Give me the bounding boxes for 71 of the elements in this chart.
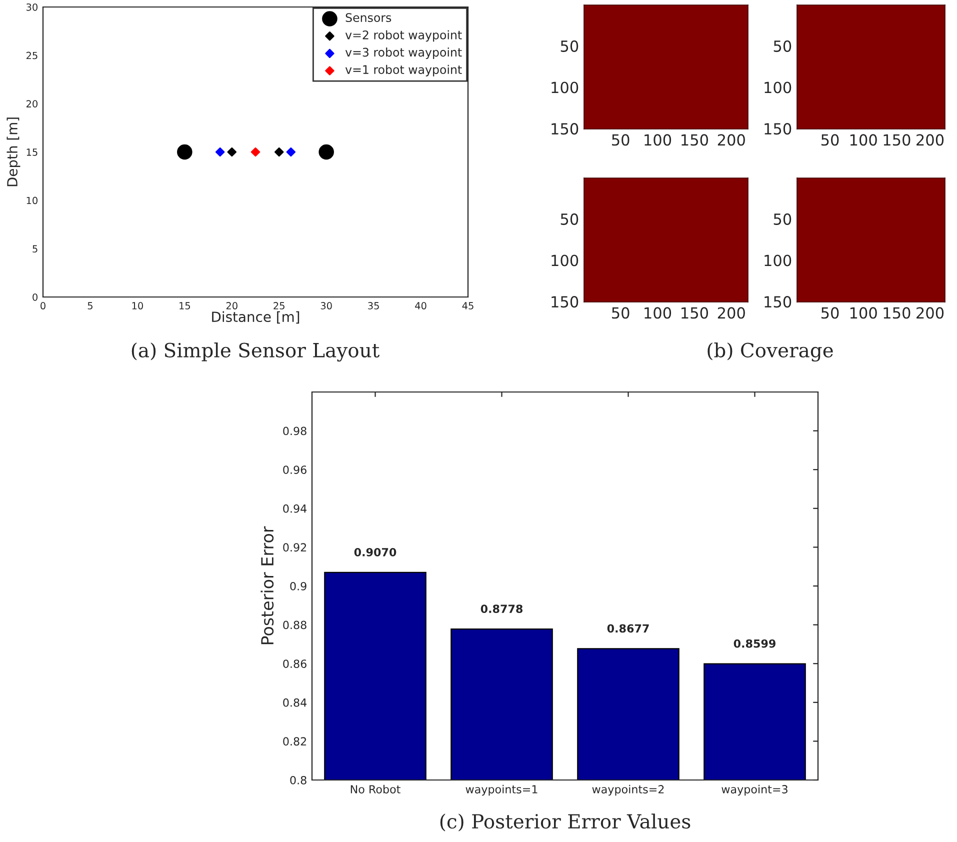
x-tick-label: 100 [644,134,672,146]
x-tick-label: 200 [916,134,944,146]
x-tick-label: 45 [462,302,474,310]
text: (a) Simple Sensor Layout [132,342,380,362]
x-tick-label: 50 [612,307,630,319]
x-tick-label: waypoints=1 [466,784,538,796]
x-tick-label: 0 [40,302,46,310]
y-tick-label: 150 [764,123,792,135]
y-tick-label: 0.98 [283,426,306,436]
y-tick-label: 0.88 [283,620,306,630]
y-tick-label: 0.94 [283,504,307,513]
x-tick-label: 30 [320,302,332,310]
x-tick-label: 150 [682,307,708,319]
x-tick-label: 150 [884,134,910,146]
x-tick-label: 150 [682,134,708,146]
y-tick-label: 10 [26,196,38,204]
x-tick-label: 25 [274,302,284,310]
y-tick-label: 100 [764,82,792,94]
y-tick-label: 150 [552,123,578,135]
data-label: 0.8778 [480,604,522,614]
y-tick-label: 50 [560,213,578,225]
x-tick-label: 10 [132,302,143,310]
legend-label: v=1 robot waypoint [345,64,462,76]
data-label: 0.8599 [734,639,776,648]
y-tick-label: 0.8 [290,776,306,784]
legend-label: v=3 robot waypoint [345,48,462,59]
y-tick-label: 0.96 [283,466,306,474]
y-tick-label: 50 [774,40,792,52]
x-tick-label: 100 [850,307,877,319]
y-tick-label: 15 [26,148,38,156]
y-tick-label: 0.92 [283,543,306,552]
legend-label: Sensors [346,13,392,22]
x-tick-label: 100 [644,307,672,319]
y-tick-label: 50 [774,213,792,225]
x-tick-label: 5 [88,302,92,310]
y-tick-label: 20 [26,100,38,108]
y-tick-label: 25 [26,52,38,60]
x-tick-label: 20 [226,302,238,310]
y-axis-title: Posterior Error [260,526,274,644]
y-tick-label: 0.84 [283,698,307,707]
x-tick-label: 50 [821,307,839,319]
y-tick-label: 5 [32,245,38,252]
x-tick-label: 200 [916,307,944,319]
x-tick-label: 50 [612,134,630,146]
x-tick-label: 40 [415,302,426,310]
text: (b) Coverage [708,342,833,362]
data-label: 0.9070 [354,548,396,556]
x-tick-label: 200 [718,307,745,319]
text: (c) Posterior Error Values [440,814,690,832]
x-tick-label: 35 [368,302,379,310]
y-tick-label: 100 [552,254,578,266]
legend-label: v=2 robot waypoint [345,30,462,42]
data-label: 0.8677 [607,624,649,633]
y-tick-label: 100 [552,82,578,94]
x-tick-label: 200 [718,134,745,146]
x-tick-label: 50 [821,134,839,146]
y-tick-label: 0 [32,293,38,301]
x-tick-label: 15 [180,302,190,310]
y-tick-label: 30 [26,3,38,11]
y-axis-title: Depth [m] [6,118,20,186]
x-axis-title: Distance [m] [212,311,300,324]
x-tick-label: No Robot [350,784,400,794]
x-tick-label: 150 [884,307,910,319]
x-tick-label: waypoints=2 [592,784,664,796]
x-tick-label: waypoint=3 [722,784,788,796]
y-tick-label: 50 [560,40,578,52]
y-tick-label: 0.86 [283,660,306,668]
y-tick-label: 0.9 [290,582,306,590]
y-tick-label: 0.82 [283,737,306,746]
y-tick-label: 100 [764,254,792,266]
x-tick-label: 100 [850,134,877,146]
